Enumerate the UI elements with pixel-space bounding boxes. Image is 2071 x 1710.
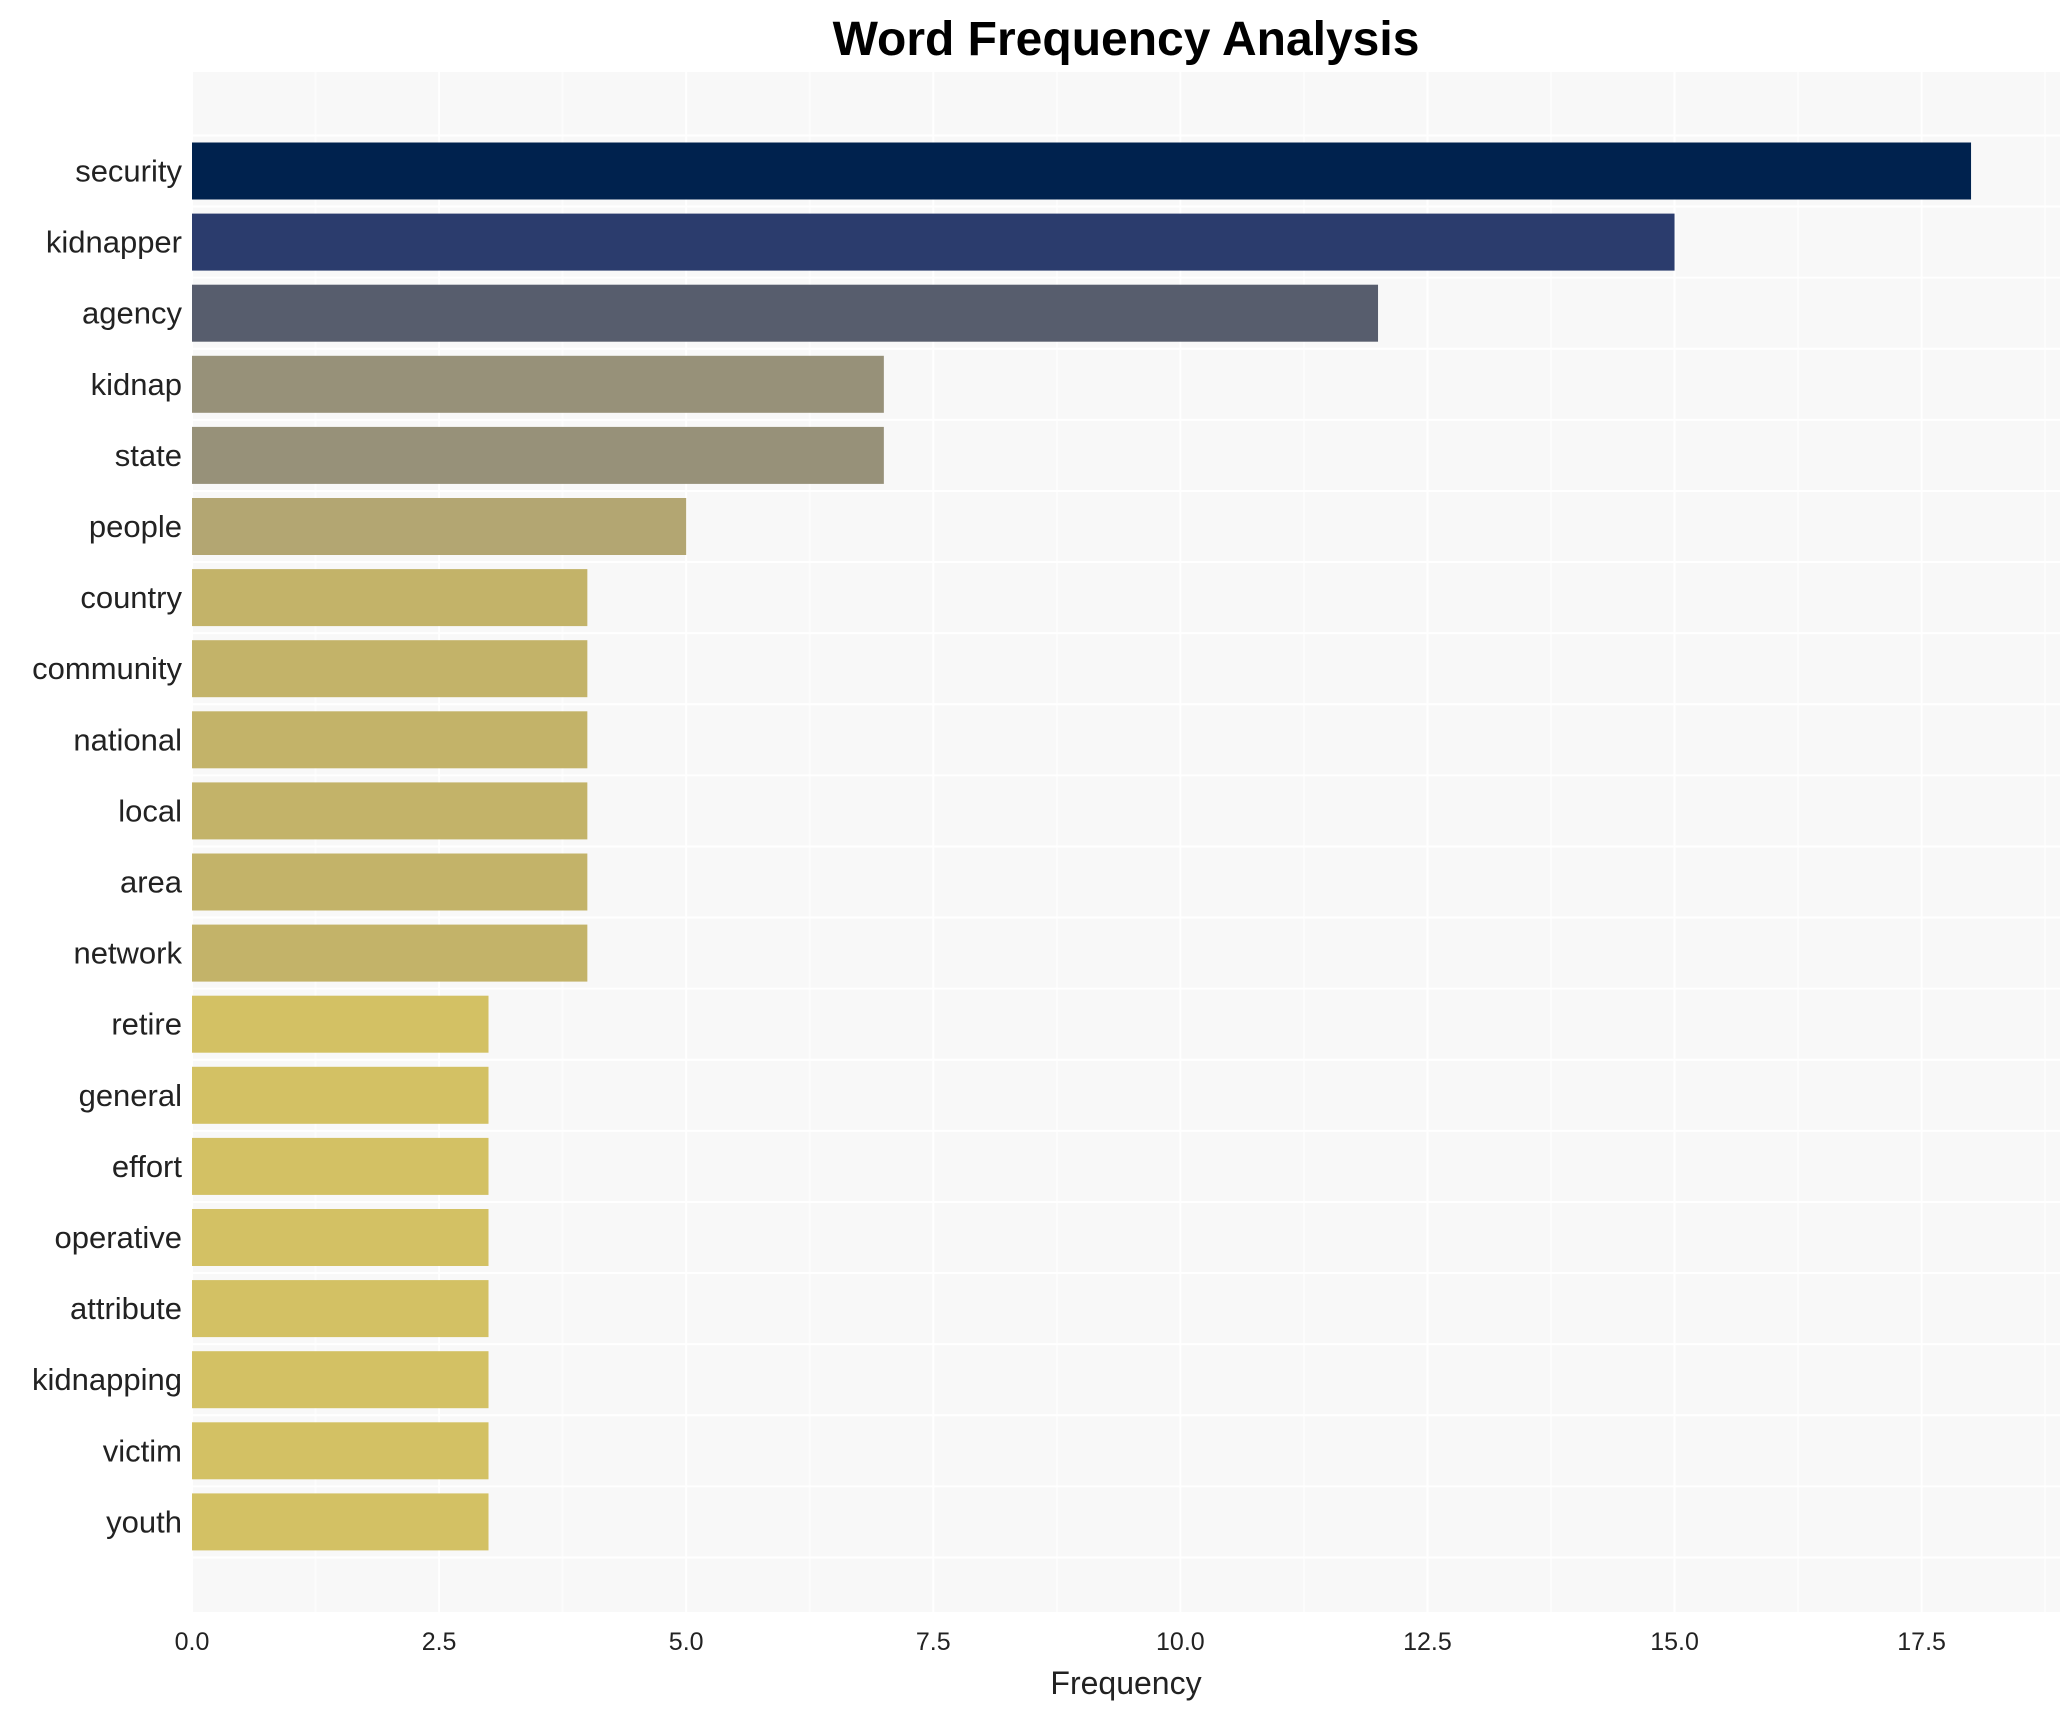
category-labels: security kidnapper agency kidnap state people…: [32, 154, 183, 1540]
bar-general: [192, 1066, 489, 1124]
bar-kidnap: [192, 355, 884, 413]
category-label: youth: [106, 1504, 182, 1539]
category-label: retire: [111, 1007, 182, 1042]
bar-state: [192, 426, 884, 484]
category-label: local: [118, 793, 182, 828]
x-tick-label: 0.0: [175, 1628, 210, 1656]
bar-national: [192, 711, 588, 769]
bar-victim: [192, 1422, 489, 1480]
bar-attribute: [192, 1280, 489, 1338]
x-tick-label: 7.5: [916, 1628, 951, 1656]
category-label: state: [115, 438, 182, 473]
chart-title: Word Frequency Analysis: [833, 13, 1420, 66]
x-axis-label: Frequency: [1050, 1665, 1201, 1701]
x-tick-label: 12.5: [1403, 1628, 1452, 1656]
category-label: general: [79, 1078, 182, 1113]
x-tick-label: 2.5: [422, 1628, 457, 1656]
bar-kidnapping: [192, 1351, 489, 1409]
category-label: kidnapper: [46, 225, 182, 260]
bar-network: [192, 924, 588, 982]
bar-youth: [192, 1493, 489, 1551]
bar-local: [192, 782, 588, 840]
category-label: operative: [54, 1220, 182, 1255]
category-label: agency: [82, 296, 182, 331]
category-label: community: [32, 651, 182, 686]
x-tick-labels: 0.0 2.5 5.0 7.5 10.0 12.5 15.0 17.5: [175, 1628, 1946, 1656]
bar-community: [192, 640, 588, 698]
category-label: attribute: [70, 1291, 182, 1326]
bar-agency: [192, 284, 1379, 342]
x-tick-label: 5.0: [669, 1628, 704, 1656]
bar-country: [192, 569, 588, 627]
bar-operative: [192, 1209, 489, 1266]
x-tick-label: 17.5: [1897, 1628, 1946, 1656]
category-label: people: [89, 509, 182, 544]
bar-effort: [192, 1137, 489, 1195]
bar-area: [192, 853, 588, 911]
category-label: victim: [103, 1433, 182, 1468]
category-label: network: [73, 936, 182, 971]
x-tick-label: 15.0: [1650, 1628, 1699, 1656]
bar-security: [192, 142, 1972, 200]
bars: [192, 142, 1972, 1551]
category-label: area: [120, 865, 183, 900]
category-label: kidnapping: [32, 1362, 182, 1397]
category-label: country: [80, 580, 182, 615]
bar-people: [192, 498, 687, 555]
category-label: kidnap: [91, 367, 182, 402]
x-tick-label: 10.0: [1156, 1628, 1205, 1656]
category-label: security: [75, 154, 182, 189]
bar-kidnapper: [192, 213, 1675, 271]
category-label: national: [73, 722, 182, 757]
category-label: effort: [112, 1149, 182, 1184]
bar-retire: [192, 995, 489, 1053]
